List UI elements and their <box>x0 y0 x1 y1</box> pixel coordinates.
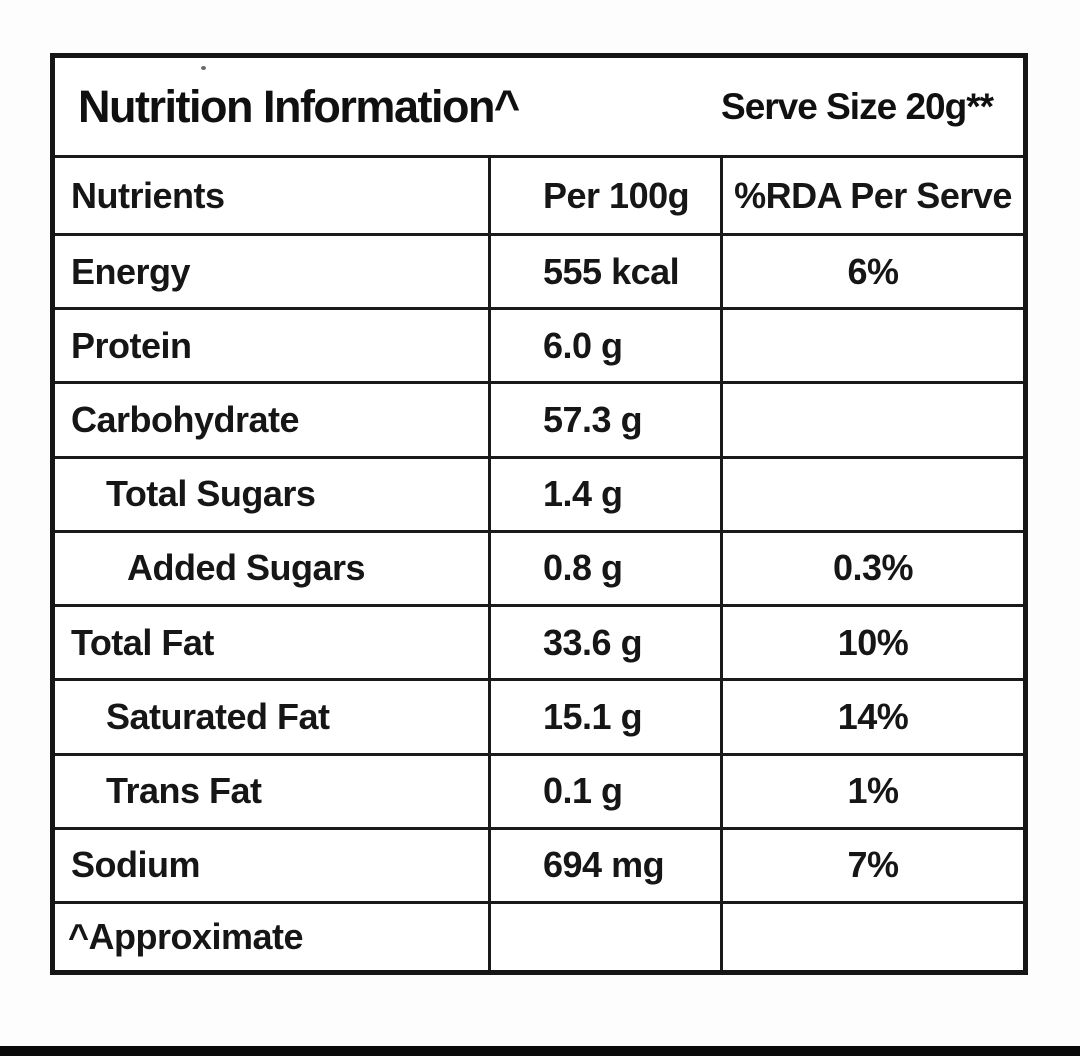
scan-speck <box>201 66 206 70</box>
rda-value <box>720 384 1023 456</box>
table-row-total-fat: Total Fat 33.6 g 10% <box>55 604 1023 679</box>
nutrient-label: Carbohydrate <box>71 399 300 441</box>
table-row-protein: Protein 6.0 g <box>55 307 1023 382</box>
table-row-trans-fat: Trans Fat 0.1 g 1% <box>55 752 1023 827</box>
nutrition-table: Nutrition Information^ Serve Size 20g** … <box>50 53 1028 975</box>
table-row-total-sugars: Total Sugars 1.4 g <box>55 455 1023 530</box>
per-100g-value: 1.4 g <box>488 458 720 530</box>
footnote-empty-per-100g <box>488 903 720 970</box>
nutrient-label: Added Sugars <box>127 547 366 589</box>
rda-value: 7% <box>720 829 1023 901</box>
per-100g-value: 57.3 g <box>488 384 720 456</box>
per-100g-value: 6.0 g <box>488 310 720 382</box>
column-header-per-100g: Per 100g <box>488 158 720 233</box>
per-100g-value: 0.8 g <box>488 532 720 605</box>
per-100g-value: 33.6 g <box>488 607 720 679</box>
footnote-label: ^Approximate <box>68 915 304 957</box>
nutrient-label: Protein <box>71 324 192 366</box>
rda-value: 0.3% <box>720 532 1023 605</box>
rda-value <box>720 310 1023 382</box>
nutrient-label: Sodium <box>71 844 201 886</box>
rda-value: 10% <box>720 607 1023 679</box>
nutrient-label: Total Fat <box>71 621 214 663</box>
footnote-row: ^Approximate <box>55 900 1023 970</box>
footnote-empty-rda <box>720 903 1023 970</box>
nutrient-label: Energy <box>71 250 191 292</box>
rda-value: 1% <box>720 755 1023 827</box>
table-row-saturated-fat: Saturated Fat 15.1 g 14% <box>55 678 1023 753</box>
serve-size-label: Serve Size 20g** <box>721 85 994 127</box>
per-100g-value: 555 kcal <box>488 236 720 308</box>
table-row-added-sugars: Added Sugars 0.8 g 0.3% <box>55 529 1023 605</box>
table-title: Nutrition Information^ <box>78 80 520 132</box>
rda-value: 14% <box>720 681 1023 753</box>
nutrient-label: Trans Fat <box>106 770 262 812</box>
table-row-sodium: Sodium 694 mg 7% <box>55 826 1023 901</box>
column-header-row: Nutrients Per 100g %RDA Per Serve <box>55 155 1023 233</box>
nutrient-label: Saturated Fat <box>106 695 330 737</box>
per-100g-value: 0.1 g <box>488 755 720 827</box>
nutrient-label: Total Sugars <box>106 473 316 515</box>
bottom-black-bar <box>0 1046 1080 1056</box>
column-header-nutrients: Nutrients <box>71 174 225 216</box>
column-header-rda-per-serve: %RDA Per Serve <box>720 158 1023 233</box>
rda-value <box>720 458 1023 530</box>
rda-value: 6% <box>720 236 1023 308</box>
table-row-energy: Energy 555 kcal 6% <box>55 233 1023 308</box>
table-title-row: Nutrition Information^ Serve Size 20g** <box>55 58 1023 155</box>
table-row-carbohydrate: Carbohydrate 57.3 g <box>55 381 1023 456</box>
per-100g-value: 15.1 g <box>488 681 720 753</box>
per-100g-value: 694 mg <box>488 829 720 901</box>
